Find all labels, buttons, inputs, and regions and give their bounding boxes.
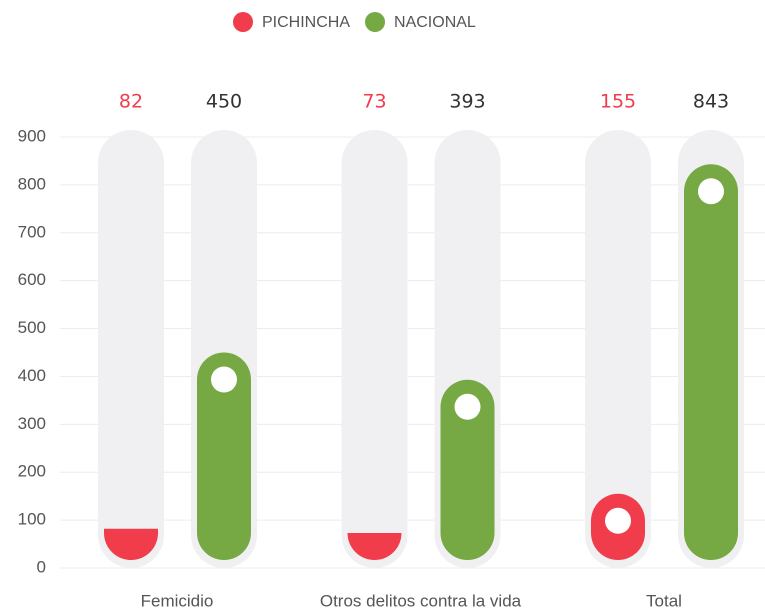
bar-track [585, 130, 651, 568]
x-tick-label: Total [646, 591, 682, 610]
y-tick-label: 900 [18, 126, 46, 145]
y-tick-label: 100 [18, 510, 46, 529]
bar [684, 164, 738, 560]
value-label: 393 [449, 91, 485, 113]
bar [347, 533, 402, 560]
value-label: 450 [206, 91, 242, 113]
x-tick-label: Otros delitos contra la vida [320, 591, 522, 610]
value-label: 73 [362, 91, 386, 113]
y-tick-label: 300 [18, 414, 46, 433]
bar-knob [605, 507, 631, 534]
x-tick-label: Femicidio [141, 591, 214, 610]
y-tick-label: 700 [18, 222, 46, 241]
y-tick-label: 500 [18, 318, 46, 337]
value-label: 82 [119, 91, 143, 113]
bar-knob [454, 393, 481, 420]
y-tick-label: 200 [18, 462, 46, 481]
y-tick-label: 0 [37, 557, 46, 576]
legend-label: NACIONAL [394, 14, 476, 31]
bar [440, 379, 495, 560]
y-tick-label: 400 [18, 366, 46, 385]
bar-knob [211, 366, 237, 393]
bar [197, 352, 251, 560]
y-tick-label: 800 [18, 174, 46, 193]
legend-label: PICHINCHA [262, 14, 350, 31]
bar-knob [698, 178, 724, 205]
value-label: 155 [600, 91, 636, 113]
legend-swatch [365, 12, 386, 32]
bar-track [98, 130, 164, 568]
bar [104, 528, 158, 560]
y-tick-label: 600 [18, 270, 46, 289]
value-label: 843 [693, 91, 729, 113]
legend-swatch [233, 12, 253, 32]
bar-track [341, 130, 408, 568]
